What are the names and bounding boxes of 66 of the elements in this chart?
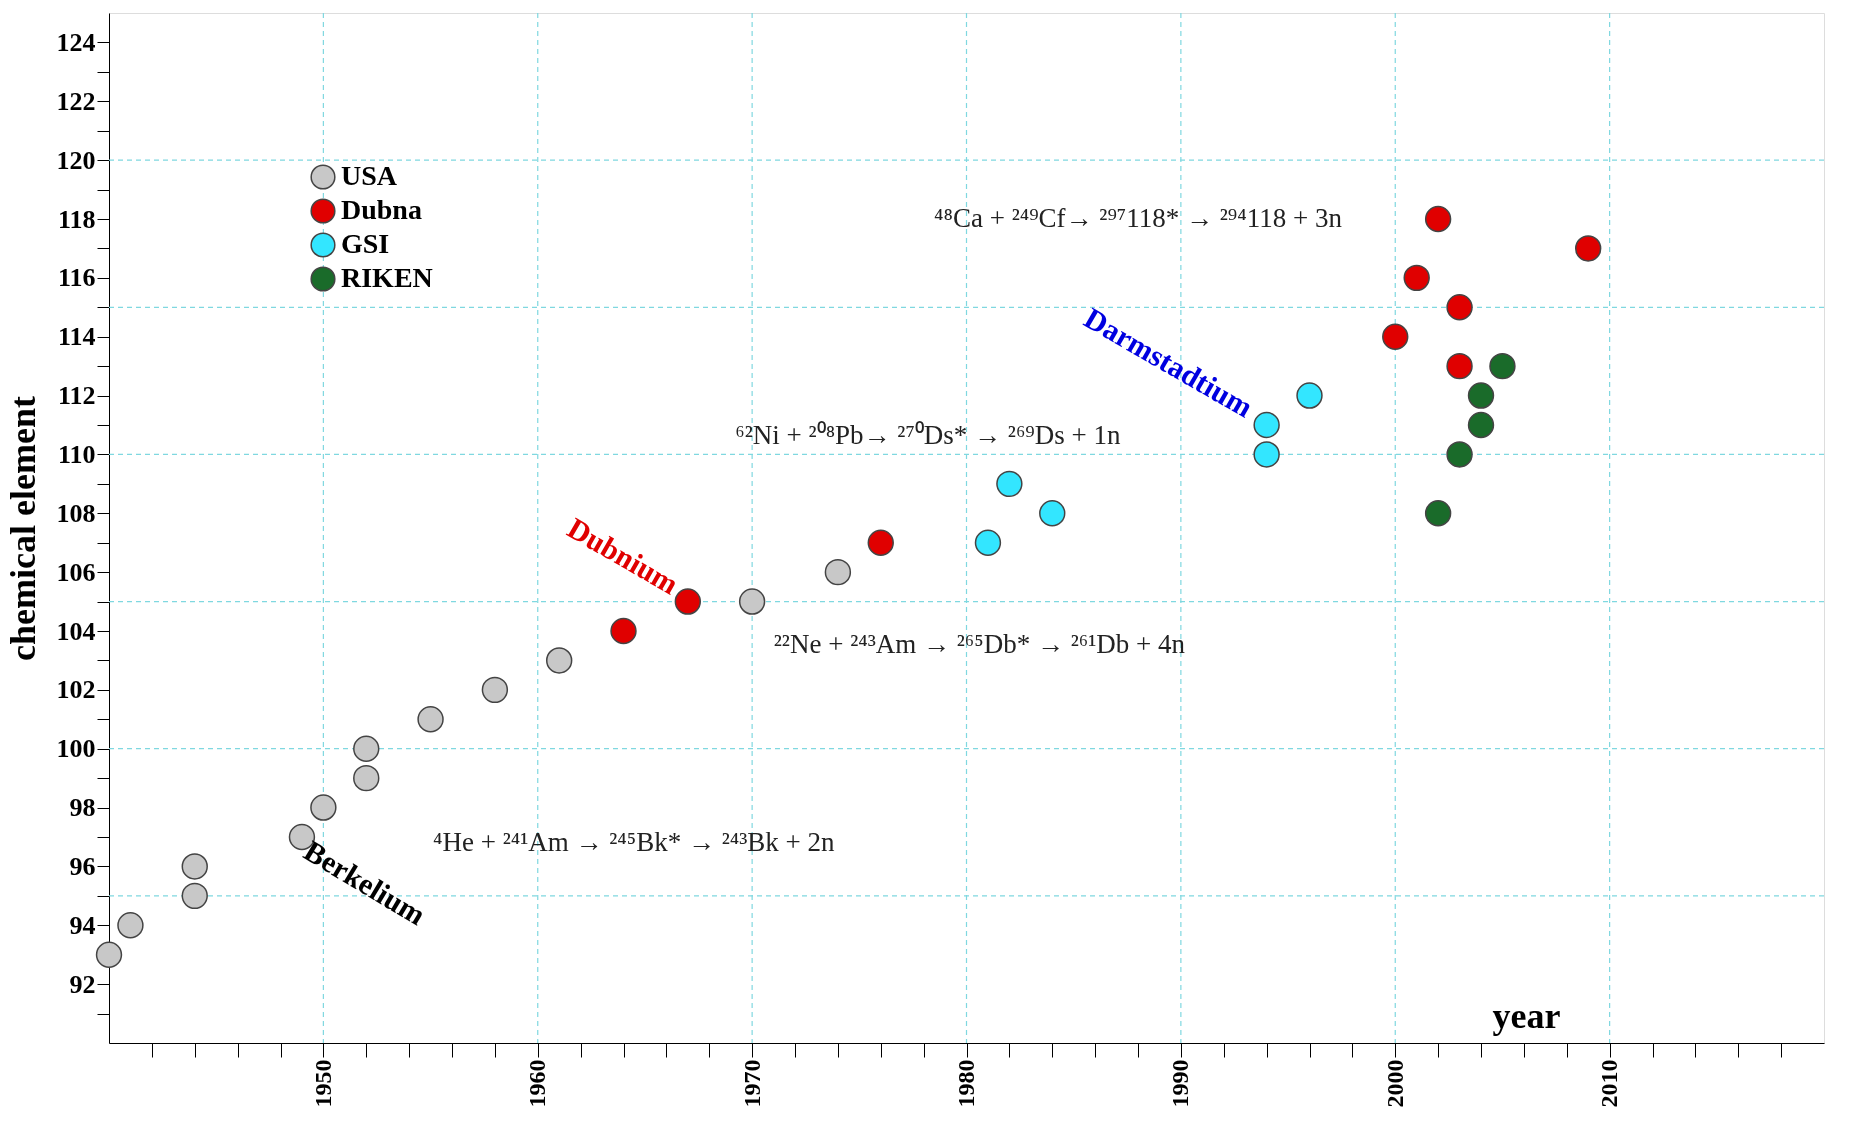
x-tick-label: 1990 [1167,1059,1194,1108]
y-tick-label: 122 [56,86,96,116]
x-tick-label: 1950 [309,1059,336,1108]
x-tick-label: 1960 [524,1059,551,1108]
annotation: ⁴He + ²⁴¹Am → ²⁴⁵Bk* → ²⁴³Bk + 2n [433,827,836,858]
y-tick-label: 124 [56,27,96,57]
x-tick-label: 1980 [953,1059,979,1108]
point [353,735,380,762]
point [1253,441,1280,468]
annotation: ²²Ne + ²⁴³Am → ²⁶⁵Db* → ²⁶¹Db + 4n [773,629,1186,660]
point [1446,441,1473,468]
y-tick-label: 110 [57,439,96,469]
point [996,470,1023,498]
point [1403,264,1430,292]
point [95,941,123,968]
y-tick-label: 96 [69,851,96,881]
point [867,529,894,556]
legend-label: RIKEN [341,262,433,293]
point [181,882,208,910]
point [1296,382,1323,409]
x-tick-label: 2010 [1596,1059,1623,1108]
x-axis-title: year [1492,995,1561,1036]
y-tick-label: 102 [56,675,96,705]
point [545,647,573,674]
point [610,617,637,645]
point [1253,411,1280,439]
point [1382,323,1409,350]
point [674,588,702,615]
legend-label: GSI [341,228,390,259]
point [1467,411,1495,439]
y-tick-label: 104 [56,616,96,646]
point [1424,205,1452,233]
point [310,794,337,821]
point [417,706,444,733]
point [1446,294,1473,321]
y-tick-label: 114 [57,322,96,352]
y-tick-label: 112 [57,381,96,411]
point [181,853,208,880]
annotation: ⁴⁸Ca + ²⁴⁹Cf→ ²⁹⁷118* → ²⁹⁴118 + 3n [934,203,1343,233]
y-tick-label: 116 [57,263,96,293]
point [1489,352,1516,380]
x-tick-label: 2000 [1381,1059,1408,1108]
point [481,676,509,704]
point [1039,500,1066,527]
y-tick-label: 120 [56,145,96,175]
point [353,764,380,792]
legend-label: Dubna [341,194,422,225]
point [738,588,766,615]
legend-label: USA [341,160,398,191]
y-tick-label: 100 [56,734,96,764]
y-tick-label: 108 [56,498,96,528]
y-tick-label: 98 [69,793,96,823]
point [117,912,144,939]
x-tick-label: 1970 [738,1059,765,1108]
point [1446,352,1473,380]
y-tick-label: 92 [69,969,96,999]
point [1574,235,1602,262]
point [974,529,1002,556]
y-tick-label: 94 [69,910,96,940]
point [1467,382,1495,409]
point [1424,500,1452,527]
point [824,558,852,586]
y-axis-title: chemical element [2,396,43,661]
y-tick-label: 106 [56,557,96,587]
annotation: ⁶²Ni + ²⁰⁸Pb→ ²⁷⁰Ds* → ²⁶⁹Ds + 1n [735,420,1121,451]
y-tick-label: 118 [57,204,96,234]
